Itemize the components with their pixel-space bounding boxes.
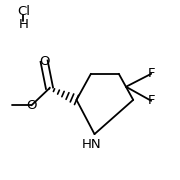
Text: F: F [147, 94, 155, 107]
Text: O: O [39, 55, 49, 68]
Text: Cl: Cl [17, 5, 30, 18]
Text: HN: HN [82, 138, 102, 151]
Text: H: H [19, 18, 28, 31]
Text: F: F [147, 67, 155, 80]
Text: O: O [26, 99, 37, 112]
